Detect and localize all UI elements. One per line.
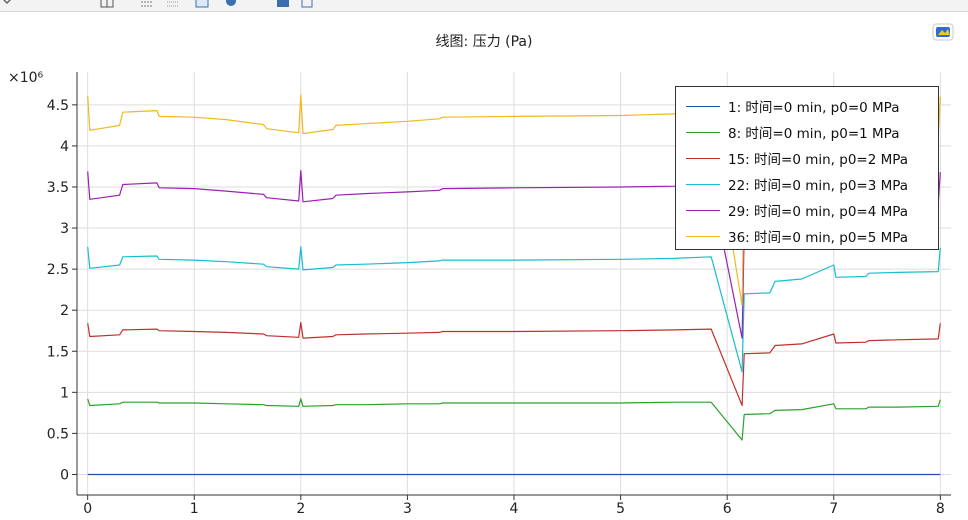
- collapse-icon[interactable]: [0, 0, 14, 8]
- x-tick-label: 7: [829, 501, 838, 517]
- legend-item: 15: 时间=0 min, p0=2 MPa: [676, 145, 938, 171]
- series-line-3: [87, 321, 941, 407]
- legend-label: 36: 时间=0 min, p0=5 MPa: [728, 230, 909, 246]
- legend-swatch: [686, 131, 720, 133]
- camera-icon[interactable]: [224, 0, 238, 8]
- zoom-box-icon[interactable]: [100, 0, 114, 8]
- export-image-icon[interactable]: [930, 21, 956, 43]
- x-tick-label: 1: [190, 501, 199, 517]
- y-tick-label: 0.5: [47, 426, 69, 442]
- x-tick-label: 2: [296, 501, 305, 517]
- legend-item: 36: 时间=0 min, p0=5 MPa: [676, 223, 938, 249]
- print-icon[interactable]: [300, 0, 314, 8]
- legend-swatch: [686, 105, 720, 107]
- select-icon[interactable]: [195, 0, 209, 8]
- series-line-4: [87, 246, 941, 373]
- plot-title: 线图: 压力 (Pa): [435, 34, 533, 50]
- legend-label: 1: 时间=0 min, p0=0 MPa: [728, 100, 900, 116]
- legend-label: 8: 时间=0 min, p0=1 MPa: [728, 126, 900, 142]
- x-tick-label: 3: [403, 501, 412, 517]
- y-tick-label: 2: [60, 303, 69, 319]
- image-icon[interactable]: [276, 0, 290, 8]
- legend-swatch: [686, 209, 720, 211]
- legend-swatch: [686, 157, 720, 159]
- x-tick-label: 6: [723, 501, 732, 517]
- x-tick-label: 4: [510, 501, 519, 517]
- axis-icon[interactable]: [166, 0, 180, 8]
- y-tick-label: 3: [60, 221, 69, 237]
- y-tick-label: 3.5: [47, 180, 69, 196]
- toolbar: [0, 0, 968, 12]
- legend-item: 22: 时间=0 min, p0=3 MPa: [676, 171, 938, 197]
- y-tick-label: 1: [60, 385, 69, 401]
- y-exponent-label: ×10⁶: [8, 70, 44, 86]
- legend-item: 1: 时间=0 min, p0=0 MPa: [676, 93, 938, 119]
- legend-label: 15: 时间=0 min, p0=2 MPa: [728, 152, 909, 168]
- x-tick-label: 8: [936, 501, 945, 517]
- legend-item: 8: 时间=0 min, p0=1 MPa: [676, 119, 938, 145]
- x-tick-label: 0: [83, 501, 92, 517]
- grid-icon[interactable]: [140, 0, 154, 8]
- legend-item: 29: 时间=0 min, p0=4 MPa: [676, 197, 938, 223]
- legend-label: 29: 时间=0 min, p0=4 MPa: [728, 204, 909, 220]
- y-tick-label: 2.5: [47, 262, 69, 278]
- y-tick-label: 4.5: [47, 98, 69, 114]
- chart-legend: 1: 时间=0 min, p0=0 MPa 8: 时间=0 min, p0=1 M…: [675, 86, 939, 250]
- y-tick-label: 4: [60, 139, 69, 155]
- x-tick-label: 5: [616, 501, 625, 517]
- legend-label: 22: 时间=0 min, p0=3 MPa: [728, 178, 909, 194]
- series-line-2: [87, 398, 941, 441]
- legend-swatch: [686, 183, 720, 185]
- y-tick-label: 0: [60, 467, 69, 483]
- legend-swatch: [686, 235, 720, 237]
- y-tick-label: 1.5: [47, 344, 69, 360]
